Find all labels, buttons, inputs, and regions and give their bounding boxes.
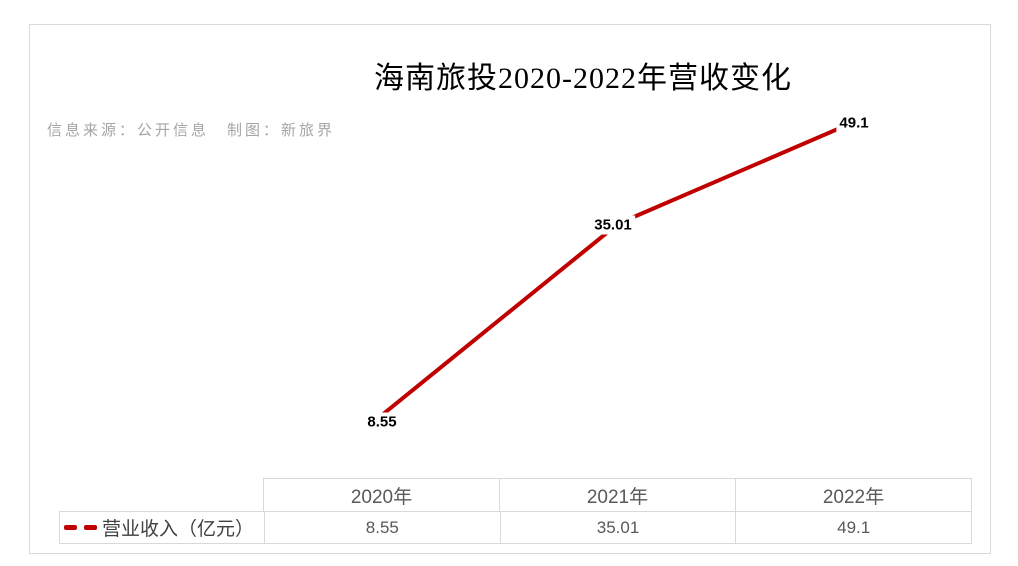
- table-header-2022: 2022年: [735, 479, 971, 511]
- table-value-2021: 35.01: [499, 512, 736, 543]
- chart-title: 海南旅投2020-2022年营收变化: [374, 62, 792, 95]
- table-header-2020: 2020年: [263, 479, 499, 511]
- data-label-2020: 8.55: [364, 412, 400, 432]
- legend-cell: 营业收入（亿元）: [60, 512, 264, 543]
- source-note: 信息来源：公开信息 制图：新旅界: [47, 123, 336, 139]
- table-header-2021: 2021年: [499, 479, 735, 511]
- table-header-row: 2020年 2021年 2022年: [263, 478, 972, 511]
- series-legend-label: 营业收入（亿元）: [102, 519, 255, 540]
- legend-dash-icon: [64, 525, 77, 530]
- revenue-line-series: [380, 120, 855, 417]
- chart-frame: [29, 24, 991, 554]
- table-value-2020: 8.55: [264, 512, 500, 543]
- data-label-2022: 49.1: [836, 113, 872, 133]
- legend-dash-icon: [84, 525, 97, 530]
- table-data-row: 营业收入（亿元） 8.55 35.01 49.1: [59, 511, 972, 544]
- data-label-2021: 35.01: [591, 215, 635, 235]
- table-value-2022: 49.1: [735, 512, 971, 543]
